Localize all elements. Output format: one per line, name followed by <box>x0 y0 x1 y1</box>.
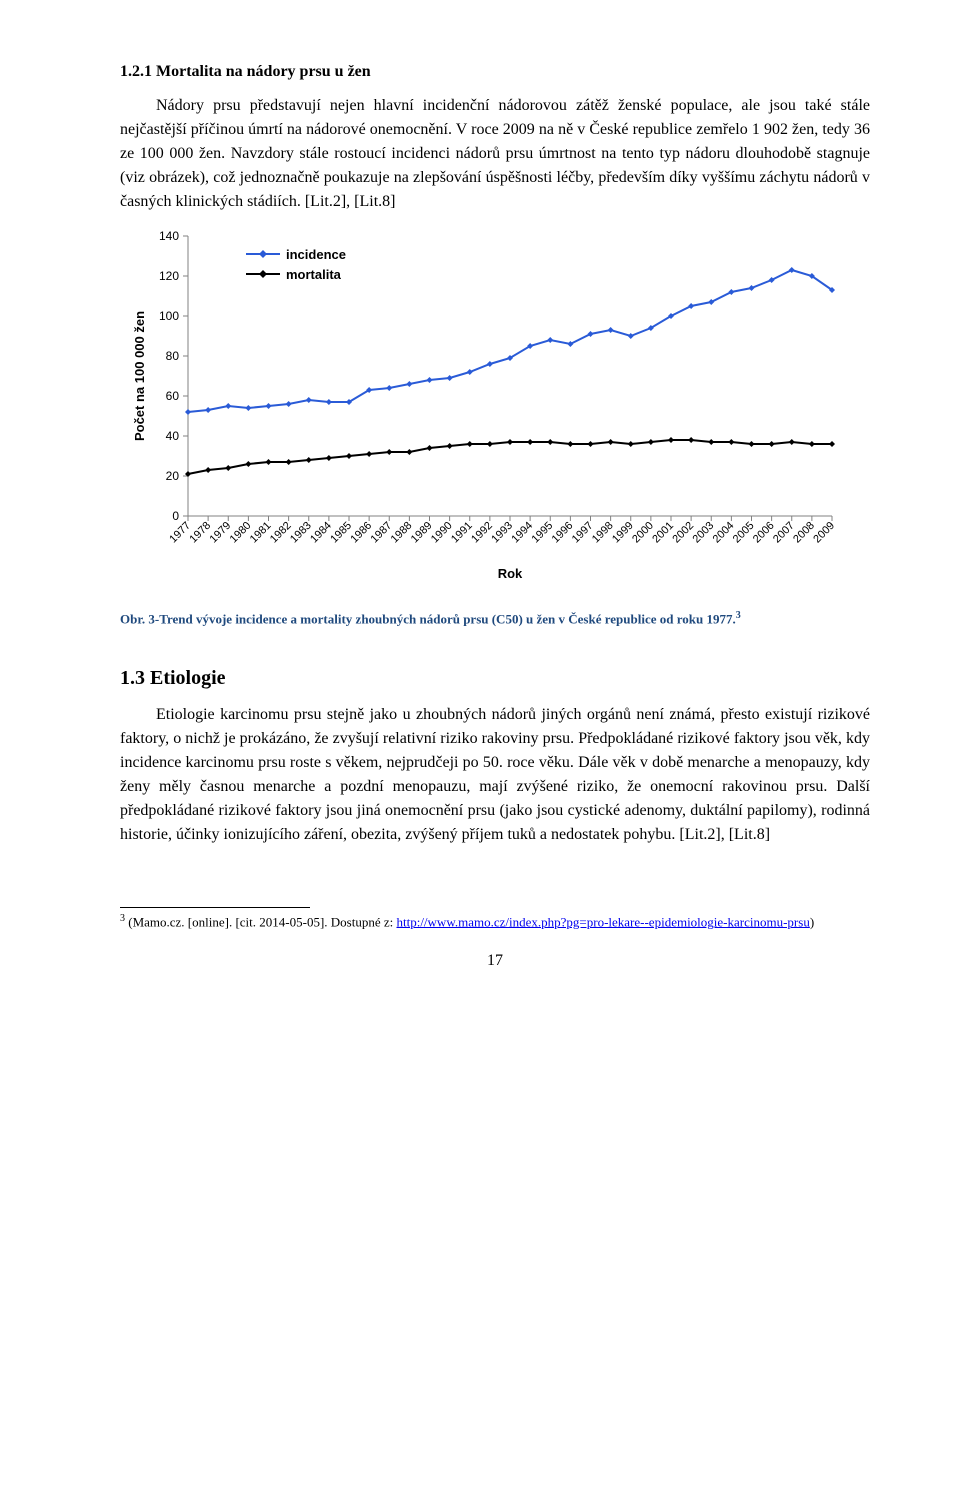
svg-text:100: 100 <box>159 309 179 323</box>
caption-superscript: 3 <box>736 610 741 621</box>
svg-text:Rok: Rok <box>498 566 523 581</box>
line-chart: 0204060801001201401977197819791980198119… <box>126 226 846 586</box>
svg-text:140: 140 <box>159 229 179 243</box>
chart-container: 0204060801001201401977197819791980198119… <box>126 226 870 594</box>
svg-text:120: 120 <box>159 269 179 283</box>
figure-caption: Obr. 3-Trend vývoje incidence a mortalit… <box>120 608 870 629</box>
svg-text:incidence: incidence <box>286 247 346 262</box>
footnote-link[interactable]: http://www.mamo.cz/index.php?pg=pro-leka… <box>396 914 809 929</box>
footnote-text-after: ) <box>810 914 814 929</box>
footnote-text-before: (Mamo.cz. [online]. [cit. 2014-05-05]. D… <box>125 914 396 929</box>
footnote: 3 (Mamo.cz. [online]. [cit. 2014-05-05].… <box>120 912 870 931</box>
svg-text:80: 80 <box>166 349 180 363</box>
page-number: 17 <box>120 949 870 973</box>
svg-text:20: 20 <box>166 469 180 483</box>
section-1-3-title: 1.3 Etiologie <box>120 663 870 693</box>
footnote-separator <box>120 907 310 908</box>
svg-text:mortalita: mortalita <box>286 267 342 282</box>
caption-text: Obr. 3-Trend vývoje incidence a mortalit… <box>120 611 736 626</box>
section-1-3-paragraph: Etiologie karcinomu prsu stejně jako u z… <box>120 703 870 847</box>
svg-text:Počet na 100 000 žen: Počet na 100 000 žen <box>132 311 147 441</box>
svg-text:60: 60 <box>166 389 180 403</box>
section-1-2-1-title: 1.2.1 Mortalita na nádory prsu u žen <box>120 60 870 84</box>
svg-text:40: 40 <box>166 429 180 443</box>
svg-text:0: 0 <box>172 509 179 523</box>
section-1-2-1-paragraph: Nádory prsu představují nejen hlavní inc… <box>120 94 870 214</box>
